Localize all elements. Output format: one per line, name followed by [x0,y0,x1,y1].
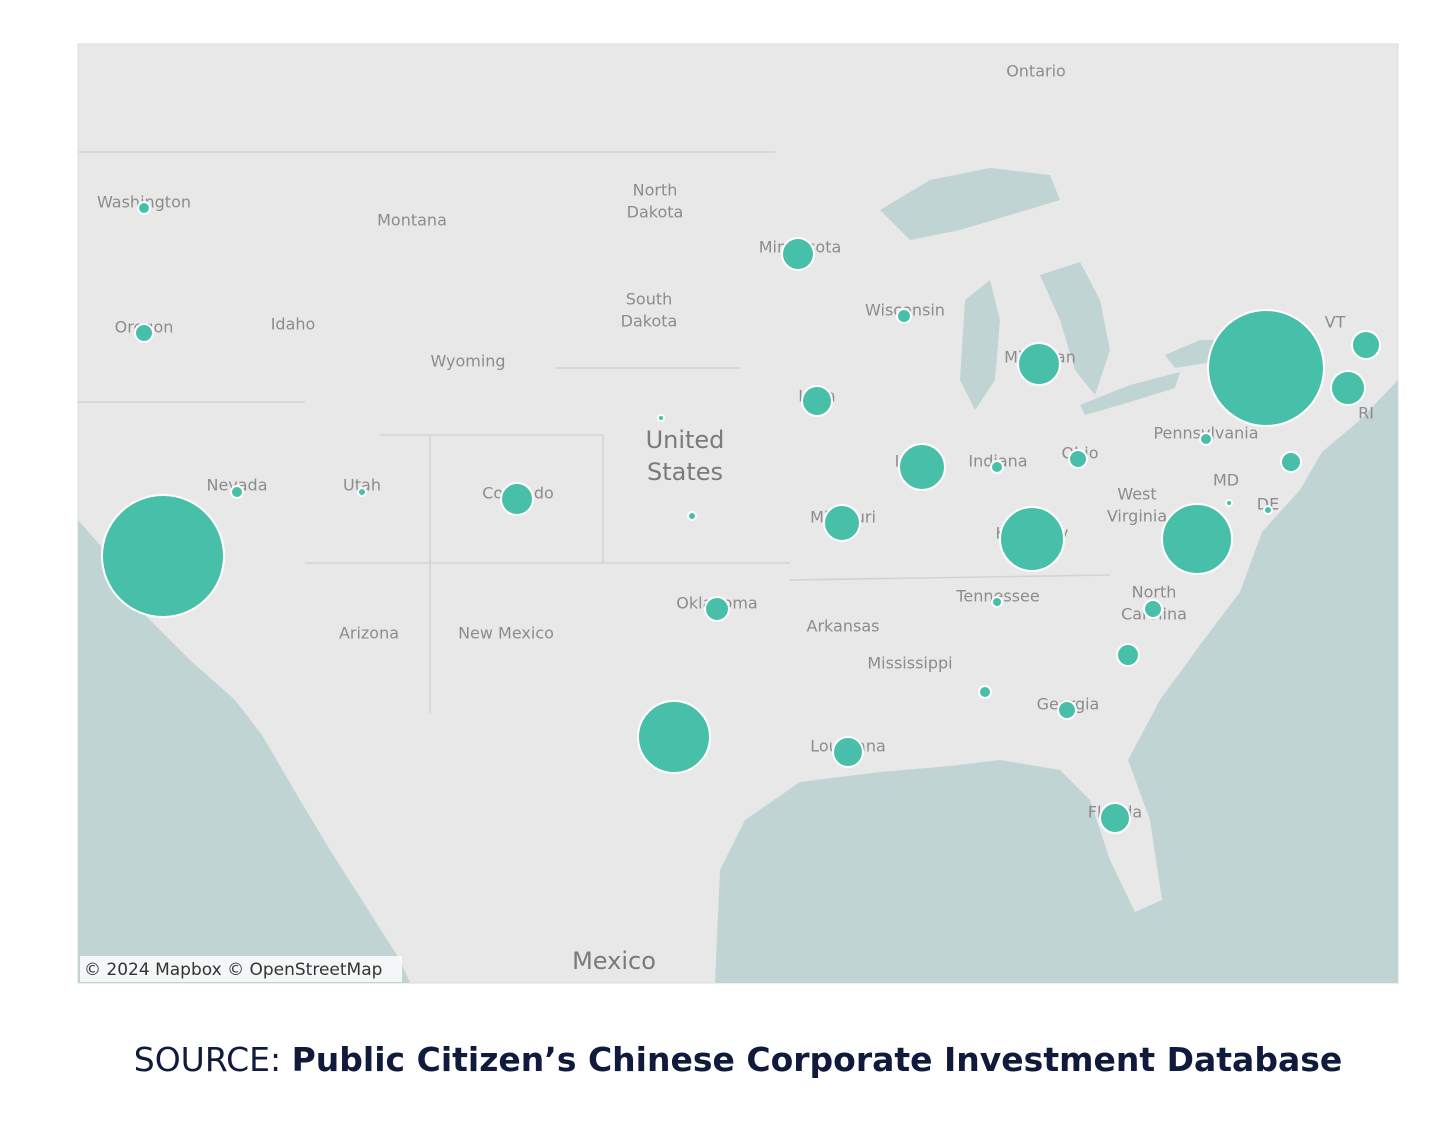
bubble [704,596,730,622]
bubble [101,494,225,618]
place-label: RI [1358,404,1374,423]
place-label: DE [1257,495,1279,514]
bubble [1057,700,1077,720]
lake [1080,372,1180,415]
bubble [781,237,815,271]
bubble [500,482,534,516]
bubble [1116,643,1140,667]
bubble [1280,451,1302,473]
bubble [357,487,367,497]
place-label: West [1117,485,1156,504]
bubble [637,700,711,774]
place-label: Dakota [627,203,684,222]
place-label: Dakota [621,312,678,331]
bubble [1161,503,1233,575]
bubble [134,323,154,343]
bubble [1330,370,1366,406]
place-label: North [1132,583,1177,602]
bubble [999,506,1065,572]
borders [78,151,1111,713]
bubble [1351,330,1381,360]
place-label: Montana [377,211,447,230]
place-label: Virginia [1107,507,1167,526]
place-label: Utah [343,476,381,495]
source-title: Public Citizen’s Chinese Corporate Inves… [291,1040,1343,1079]
bubble [801,385,833,417]
place-label: MD [1213,471,1239,490]
place-label: Idaho [271,315,316,334]
lake [880,168,1060,240]
bubble [657,414,665,422]
lake [960,280,1000,410]
pacific [78,520,410,983]
bubble [823,504,861,542]
bubble [990,460,1004,474]
lake [1040,262,1110,395]
place-label: Tennessee [955,587,1039,606]
bubble [1143,599,1163,619]
bubble [1099,802,1131,834]
bubble [1068,449,1088,469]
bubble [137,201,151,215]
attribution: © 2024 Mapbox © OpenStreetMap [84,960,382,980]
bubble [896,308,912,324]
bubble [978,685,992,699]
bubble [230,485,244,499]
place-label: South [626,290,673,309]
bubble [1263,505,1273,515]
place-label: New Mexico [458,624,554,643]
place-label: Arkansas [807,617,880,636]
place-label: Wyoming [430,352,505,371]
bubble [898,443,946,491]
bubble [1017,342,1061,386]
place-label: North [633,181,678,200]
bubble [991,596,1003,608]
country-label: States [647,458,723,486]
atlantic-gulf [715,380,1398,983]
bubble [1225,499,1233,507]
place-label: Mexico [572,947,656,975]
bubble [1199,432,1213,446]
bubble [1207,309,1325,427]
bubble [832,736,864,768]
place-label: VT [1325,313,1346,332]
bubble [687,511,697,521]
country-label: United [646,426,725,454]
attribution-bg [80,956,402,982]
map: © 2024 Mapbox © OpenStreetMap OntarioWas… [77,43,1399,984]
source: SOURCE: Public Citizen’s Chinese Corpora… [0,1040,1456,1079]
place-label: Ontario [1006,62,1066,81]
source-prefix: SOURCE: [133,1040,282,1079]
place-label: Arizona [339,624,399,643]
place-label: Mississippi [867,654,952,673]
